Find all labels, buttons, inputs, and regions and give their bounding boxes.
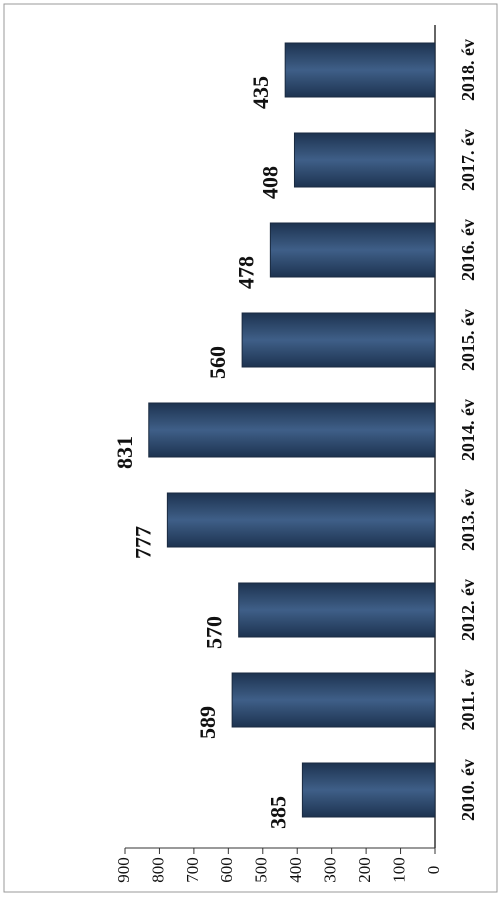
x-tick-label: 2011. év — [458, 670, 478, 731]
value-label: 435 — [248, 76, 273, 109]
x-tick-label: 2016. év — [458, 219, 478, 281]
bar — [238, 582, 436, 638]
value-label: 777 — [130, 526, 155, 559]
x-tick-label: 2018. év — [458, 39, 478, 101]
bar — [293, 132, 436, 188]
x-tick-label: 2010. év — [458, 759, 478, 821]
x-tick-label: 2013. év — [458, 489, 478, 551]
y-tick-label: 400 — [286, 857, 305, 883]
y-tick-label: 600 — [217, 857, 236, 883]
value-label: 408 — [258, 166, 283, 199]
bar — [148, 402, 436, 458]
bar — [301, 762, 436, 818]
bar — [241, 312, 436, 368]
y-tick-label: 0 — [424, 866, 443, 875]
x-tick-label: 2017. év — [458, 129, 478, 191]
value-label: 589 — [195, 706, 220, 739]
bar — [166, 492, 436, 548]
value-label: 560 — [205, 346, 230, 379]
plot: 0 100 200 300 400 500 600 700 800 900 2010. év 385 2… — [112, 25, 478, 883]
value-label: 570 — [202, 616, 227, 649]
y-tick-label: 200 — [355, 857, 374, 883]
x-tick-label: 2015. év — [458, 309, 478, 371]
bar — [269, 222, 436, 278]
x-tick-label: 2014. év — [458, 399, 478, 461]
x-tick-label: 2012. év — [458, 579, 478, 641]
y-tick-label: 100 — [389, 857, 408, 883]
bar — [231, 672, 436, 728]
value-label: 478 — [233, 256, 258, 289]
y-tick-label: 500 — [252, 857, 271, 883]
bar — [284, 42, 436, 98]
y-tick-label: 300 — [321, 857, 340, 883]
value-label: 385 — [265, 796, 290, 829]
value-label: 831 — [112, 436, 137, 469]
y-tick-label: 900 — [114, 857, 133, 883]
y-tick-label: 800 — [148, 857, 167, 883]
y-tick-label: 700 — [183, 857, 202, 883]
